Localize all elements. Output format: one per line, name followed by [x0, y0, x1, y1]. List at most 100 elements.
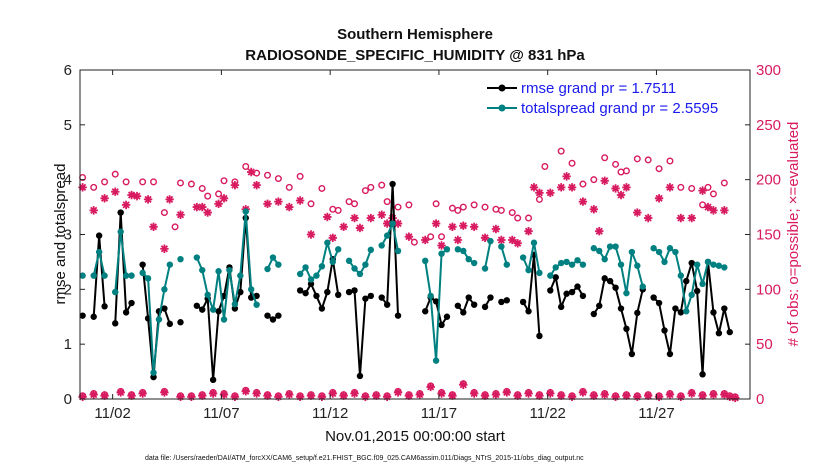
obs-evaluated-marker: [589, 391, 599, 400]
obs-evaluated-marker: [295, 392, 305, 402]
totalspread-point: [427, 292, 434, 300]
obs-evaluated-marker: [339, 222, 348, 232]
obs-evaluated-marker: [508, 235, 517, 245]
totalspread-point: [335, 246, 342, 253]
rmse-point: [296, 287, 304, 294]
totalspread-point: [422, 257, 429, 265]
obs-evaluated-marker: [529, 183, 539, 192]
obs-possible-marker: [274, 175, 282, 183]
rmse-point: [307, 280, 315, 288]
obs-evaluated-marker: [725, 392, 734, 402]
obs-evaluated-marker: [448, 222, 457, 232]
rmse-point: [161, 305, 168, 312]
obs-evaluated-marker: [116, 388, 125, 397]
rmse-line: [522, 253, 541, 337]
rmse-point: [606, 277, 614, 285]
totalspread-point: [568, 261, 576, 268]
totalspread-point: [112, 288, 119, 296]
obs-evaluated-marker: [654, 392, 664, 402]
obs-evaluated-marker: [611, 392, 620, 402]
y-tick-label: 6: [64, 62, 72, 79]
obs-evaluated-marker: [415, 390, 424, 399]
obs-evaluated-marker: [285, 390, 294, 399]
rmse-point: [710, 309, 717, 316]
totalspread-point: [155, 316, 163, 323]
obs-evaluated-marker: [192, 202, 202, 212]
rmse-point: [650, 294, 657, 301]
rmse-point: [122, 309, 130, 316]
rmse-point: [335, 291, 342, 299]
obs-evaluated-marker: [709, 206, 718, 215]
obs-evaluated-marker: [676, 213, 686, 223]
series-5: [78, 380, 740, 403]
totalspread-point: [715, 262, 723, 269]
y-right-tick-label: 250: [756, 117, 781, 134]
totalspread-point: [329, 258, 336, 266]
totalspread-point: [362, 261, 369, 268]
rmse-line: [592, 277, 644, 356]
totalspread-point: [704, 258, 712, 266]
totalspread-point: [209, 306, 217, 313]
rmse-point: [117, 209, 124, 216]
obs-evaluated-marker: [567, 183, 577, 192]
totalspread-point: [383, 232, 391, 239]
obs-possible-marker: [720, 179, 728, 187]
obs-possible-marker: [361, 187, 369, 195]
totalspread-point: [487, 237, 494, 245]
obs-evaluated-marker: [703, 202, 713, 212]
obs-evaluated-marker: [524, 389, 533, 398]
obs-evaluated-marker: [491, 224, 501, 234]
obs-evaluated-marker: [295, 196, 305, 205]
rmse-point: [231, 305, 239, 312]
rmse-point: [699, 371, 706, 378]
obs-evaluated-marker: [198, 391, 207, 400]
obs-possible-marker: [405, 201, 413, 209]
totalspread-point: [677, 272, 685, 279]
obs-evaluated-marker: [372, 391, 381, 400]
obs-possible-marker: [122, 178, 130, 186]
obs-evaluated-marker: [393, 219, 403, 228]
obs-possible-marker: [497, 206, 505, 214]
obs-evaluated-marker: [143, 195, 153, 204]
totalspread-point: [710, 261, 717, 268]
totalspread-point: [231, 300, 239, 308]
totalspread-point: [606, 243, 614, 250]
y-right-tick-label: 0: [756, 391, 764, 408]
totalspread-line: [593, 245, 644, 295]
obs-evaluated-marker: [285, 202, 294, 212]
obs-evaluated-marker: [219, 390, 229, 399]
totalspread-point: [101, 272, 108, 279]
obs-evaluated-marker: [274, 392, 283, 402]
rmse-line: [457, 296, 475, 314]
obs-evaluated-marker: [437, 241, 446, 250]
plot-area: [80, 70, 750, 399]
obs-evaluated-marker: [100, 194, 109, 203]
y-tick-label: 0: [64, 391, 72, 408]
obs-evaluated-marker: [78, 392, 87, 402]
footnote: data file: /Users/raeder/DAI/ATM_forcXX/…: [145, 455, 584, 462]
obs-evaluated-marker: [676, 392, 686, 402]
rmse-point: [519, 298, 527, 306]
obs-possible-marker: [264, 171, 272, 179]
rmse-point: [634, 309, 641, 317]
obs-evaluated-marker: [208, 389, 218, 398]
totalspread-point: [199, 266, 206, 274]
obs-possible-marker: [318, 184, 326, 192]
totalspread-point: [307, 276, 315, 283]
rmse-point: [112, 320, 119, 327]
totalspread-point: [525, 266, 532, 274]
obs-possible-marker: [666, 157, 674, 165]
obs-evaluated-marker: [665, 390, 675, 399]
obs-evaluated-marker: [89, 206, 98, 215]
obs-evaluated-marker: [622, 183, 631, 192]
obs-evaluated-marker: [535, 391, 544, 400]
totalspread-point: [596, 247, 603, 255]
rmse-point: [503, 297, 510, 304]
obs-evaluated-marker: [111, 187, 120, 196]
totalspread-point: [264, 265, 271, 273]
obs-evaluated-marker: [720, 206, 729, 215]
totalspread-point: [470, 259, 478, 267]
obs-possible-marker: [410, 238, 418, 246]
axis-ticks: 0 1 2 3 4 5 6 0 50 100 150 200 250 300 11/02 11/07 11/12…: [64, 62, 781, 422]
obs-possible-marker: [514, 214, 522, 222]
